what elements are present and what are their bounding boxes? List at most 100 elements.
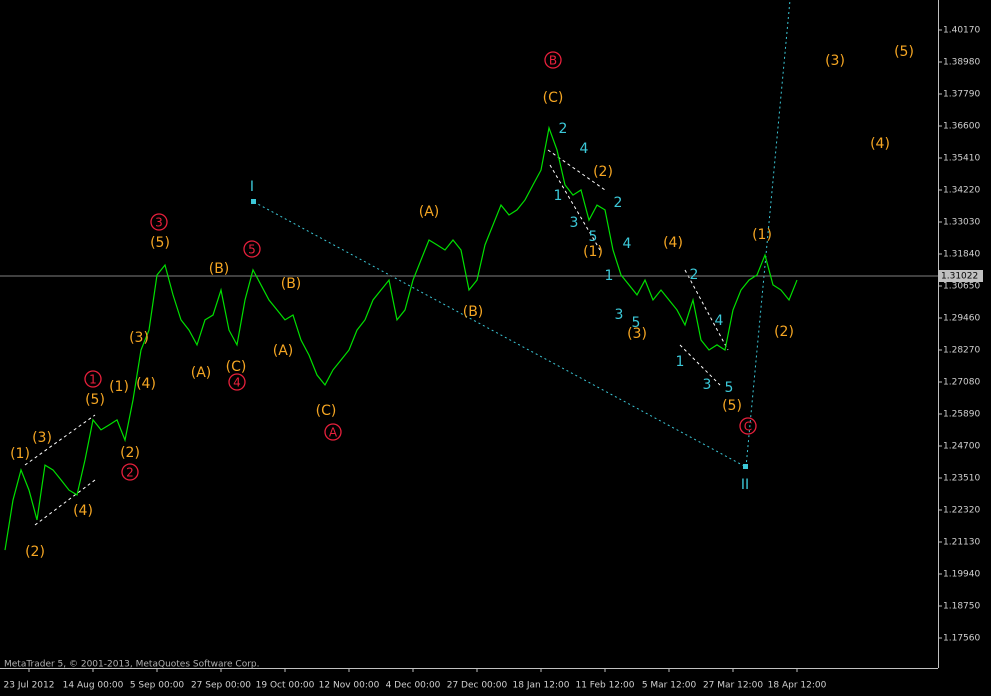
wave-label: (3) [627, 326, 647, 342]
wave-label: 4 [580, 141, 589, 157]
y-tick-label: 1.23510 [943, 473, 980, 483]
wave-label: (2) [774, 324, 794, 340]
x-tick-label: 27 Dec 00:00 [447, 681, 508, 691]
y-tick-label: 1.34220 [943, 186, 980, 196]
wave-label: (2) [120, 445, 140, 461]
wave-label: 2 [126, 466, 134, 480]
wave-label: 1 [89, 373, 97, 387]
wave-circle [84, 370, 102, 388]
x-tick-label: 18 Apr 12:00 [768, 681, 827, 691]
wave-label: 3 [703, 377, 712, 393]
x-tick-label: 5 Sep 00:00 [130, 681, 185, 691]
wave-label: 3 [570, 215, 579, 231]
wave-label: (4) [870, 136, 890, 152]
wave-circle [544, 51, 562, 69]
x-tick-label: 19 Oct 00:00 [256, 681, 315, 691]
wave-label: I [250, 179, 254, 195]
wave-label: 1 [676, 354, 685, 370]
x-tick-label: 11 Feb 12:00 [575, 681, 634, 691]
wave-label: A [329, 426, 338, 440]
y-tick-label: 1.28270 [943, 345, 980, 355]
wave-label: 2 [614, 195, 623, 211]
y-tick-label: 1.30650 [943, 282, 980, 292]
trend-point [251, 199, 256, 204]
y-tick-label: 1.24700 [943, 441, 980, 451]
wave-label: (1) [109, 379, 129, 395]
wave-label: (3) [129, 330, 149, 346]
wave-label: (A) [191, 365, 212, 381]
y-tick-label: 1.37790 [943, 90, 980, 100]
y-tick-label: 1.29460 [943, 314, 980, 324]
wave-label: (5) [894, 44, 914, 60]
wave-label: (5) [85, 392, 105, 408]
y-tick-label: 1.35410 [943, 154, 980, 164]
wave-circle [121, 463, 139, 481]
y-tick-label: 1.40170 [943, 26, 980, 36]
wave-label: 1 [605, 268, 614, 284]
wave-label: (3) [32, 430, 52, 446]
wave-label: (5) [150, 235, 170, 251]
current-price-label: 1.31022 [941, 271, 978, 281]
y-tick-label: 1.36600 [943, 122, 980, 132]
wave-label: 5 [725, 380, 734, 396]
wave-label: (1) [752, 227, 772, 243]
wave-label: 4 [623, 236, 632, 252]
x-tick-label: 4 Dec 00:00 [386, 681, 441, 691]
trend-line [253, 201, 747, 468]
y-tick-label: 1.38980 [943, 58, 980, 68]
wave-label: (4) [73, 503, 93, 519]
wave-label: (4) [663, 235, 683, 251]
wave-label: (4) [136, 376, 156, 392]
wave-label: (2) [25, 544, 45, 560]
wave-label: (B) [209, 261, 230, 277]
x-tick-label: 27 Sep 00:00 [191, 681, 251, 691]
y-tick-label: 1.21130 [943, 537, 980, 547]
wave-label: (3) [825, 53, 845, 69]
x-tick-label: 18 Jan 12:00 [513, 681, 570, 691]
y-tick-label: 1.19940 [943, 569, 980, 579]
trend-point [743, 464, 748, 469]
y-tick-label: 1.33030 [943, 218, 980, 228]
x-tick-label: 14 Aug 00:00 [63, 681, 124, 691]
current-price-box [939, 269, 983, 282]
wave-circle [324, 423, 342, 441]
wave-label: (B) [281, 276, 302, 292]
wave-label: II [741, 477, 749, 493]
wave-circle [243, 240, 261, 258]
copyright: MetaTrader 5, © 2001-2013, MetaQuotes So… [4, 660, 260, 670]
wave-label: 2 [690, 267, 699, 283]
wave-label: 5 [632, 315, 641, 331]
wave-label: 5 [589, 229, 598, 245]
wave-label: 3 [615, 307, 624, 323]
y-tick-label: 1.22320 [943, 505, 980, 515]
wave-label: 4 [233, 376, 241, 390]
wave-circle [228, 373, 246, 391]
wave-label: 5 [248, 243, 256, 257]
x-tick-label: 27 Mar 12:00 [703, 681, 763, 691]
price-line [4, 125, 798, 551]
wave-label: (A) [419, 204, 440, 220]
channel-lines [24, 149, 729, 526]
wave-label: 2 [559, 121, 568, 137]
wave-label: 3 [155, 216, 163, 230]
wave-label: (5) [722, 398, 742, 414]
y-tick-label: 1.17560 [943, 633, 980, 643]
wave-label: 1 [554, 188, 563, 204]
x-tick-label: 23 Jul 2012 [4, 681, 55, 691]
wave-circle [739, 417, 757, 435]
y-tick-label: 1.25890 [943, 409, 980, 419]
wave-label: (2) [593, 164, 613, 180]
wave-label: (C) [543, 90, 564, 106]
y-tick-label: 1.31840 [943, 250, 980, 260]
wave-label: C [744, 420, 752, 434]
wave-label: (A) [273, 343, 294, 359]
wave-label: (1) [10, 446, 30, 462]
wave-label: 4 [715, 313, 724, 329]
y-tick-label: 1.18750 [943, 601, 980, 611]
x-tick-label: 5 Mar 12:00 [642, 681, 697, 691]
wave-circle [150, 213, 168, 231]
wave-label: (1) [583, 244, 603, 260]
x-tick-label: 12 Nov 00:00 [319, 681, 380, 691]
